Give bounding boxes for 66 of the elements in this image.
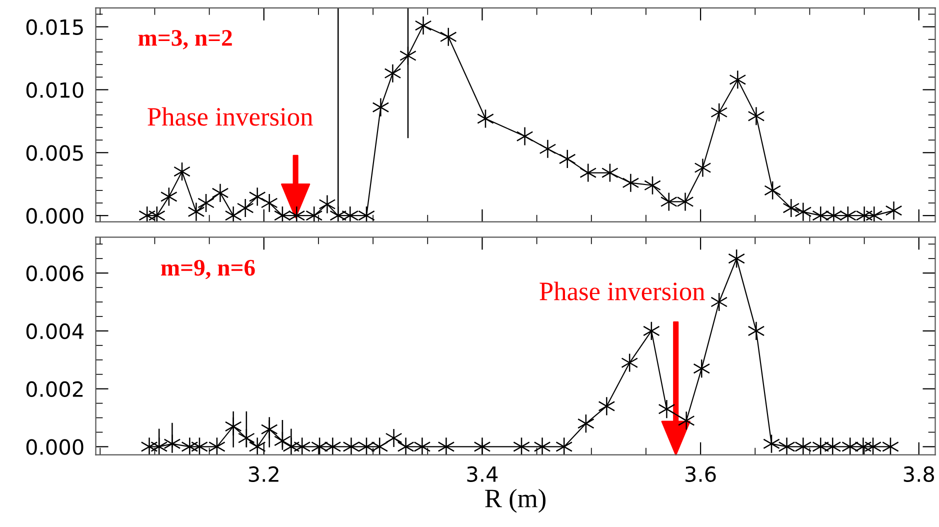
point	[885, 200, 902, 220]
point	[212, 183, 229, 203]
point	[539, 139, 556, 159]
point	[438, 437, 455, 455]
point	[181, 437, 198, 455]
point	[644, 176, 661, 196]
x-tick-label: 3.2	[248, 466, 278, 482]
point	[729, 70, 746, 90]
point	[191, 437, 208, 455]
point	[558, 149, 576, 169]
x-tick-label: 3.8	[904, 466, 934, 482]
y-tick-label: 0.015	[26, 19, 83, 35]
point	[188, 202, 205, 222]
point	[556, 437, 573, 455]
point	[693, 358, 710, 378]
point	[397, 437, 414, 455]
x-axis-title: R (m)	[485, 488, 546, 513]
y-tick-label: 0.004	[26, 323, 84, 340]
point	[748, 321, 765, 341]
point	[414, 437, 431, 455]
annotation: m=3, n=2	[138, 30, 232, 50]
annotation: m=9, n=6	[161, 260, 255, 280]
point	[678, 410, 695, 430]
y-tick-label: 0.000	[26, 439, 84, 455]
point	[140, 437, 158, 455]
point	[384, 64, 402, 84]
point	[864, 437, 882, 455]
point	[385, 428, 402, 448]
point	[882, 437, 899, 455]
y-tick-label: 0.005	[26, 145, 83, 161]
point	[854, 437, 872, 455]
point	[794, 202, 812, 222]
point	[342, 437, 360, 455]
y-tick-label: 0.002	[26, 381, 83, 398]
point	[414, 16, 432, 36]
point	[248, 187, 266, 206]
point	[208, 437, 226, 455]
x-tick-label: 3.6	[686, 466, 716, 482]
point	[622, 173, 640, 193]
point	[794, 437, 812, 455]
point	[516, 126, 534, 146]
point	[513, 437, 530, 455]
point	[748, 106, 765, 126]
y-tick-label: 0.006	[26, 265, 84, 282]
point	[598, 396, 616, 416]
point	[474, 437, 491, 455]
point	[236, 198, 254, 218]
annotation: Phase inversion	[148, 107, 313, 126]
point	[260, 193, 278, 213]
point	[248, 437, 266, 455]
x-tick-label: 3.4	[467, 466, 498, 482]
point	[824, 437, 842, 455]
point	[778, 437, 796, 455]
point	[318, 194, 336, 214]
point	[658, 399, 676, 419]
annotation: Phase inversion	[540, 282, 705, 300]
point	[782, 198, 800, 218]
y-tick-label: 0.010	[26, 82, 84, 98]
point	[372, 98, 390, 117]
point	[676, 192, 694, 212]
point	[694, 158, 712, 178]
point	[294, 437, 311, 455]
y-tick-label: 0.000	[26, 208, 84, 224]
point	[324, 437, 342, 455]
point	[371, 437, 388, 455]
point	[534, 437, 551, 455]
